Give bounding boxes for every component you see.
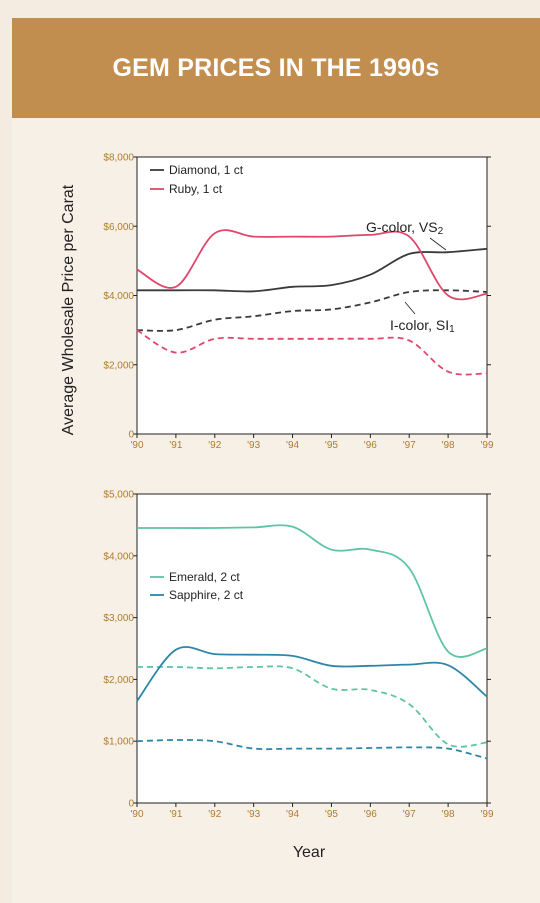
y-axis-title: Average Wholesale Price per Carat: [60, 184, 77, 435]
x-tick-label: '96: [364, 809, 377, 820]
x-axis-title: Year: [293, 844, 326, 861]
x-tick-label: '93: [247, 440, 260, 451]
annotation-label: I-color, SI1: [390, 317, 455, 335]
legend-label: Emerald, 2 ct: [169, 570, 240, 584]
y-tick-label: 0: [128, 799, 134, 810]
y-tick-label: $1,000: [103, 737, 134, 748]
legend-label: Sapphire, 2 ct: [169, 588, 244, 602]
x-tick-label: '94: [286, 809, 299, 820]
y-tick-label: $4,000: [103, 291, 134, 302]
y-tick-label: $3,000: [103, 613, 134, 624]
x-tick-label: '97: [403, 440, 416, 451]
legend-label: Diamond, 1 ct: [169, 163, 244, 177]
x-tick-label: '98: [442, 809, 455, 820]
x-tick-label: '97: [403, 809, 416, 820]
chart-bottom: 0 $1,000 $2,000 $3,000 $4,000 $5,000 '90 '91 '92…: [103, 490, 494, 821]
series-line: [137, 524, 488, 658]
x-tick-label: '90: [130, 440, 143, 451]
series-line-dashed: [136, 329, 488, 376]
x-tick-label: '95: [325, 809, 338, 820]
y-tick-label: $8,000: [103, 153, 134, 164]
series-line: [136, 646, 488, 702]
plot-area: [136, 156, 488, 435]
y-tick-label: $5,000: [103, 490, 134, 501]
legend-label: Ruby, 1 ct: [169, 182, 223, 196]
x-tick-label: '98: [442, 440, 455, 451]
annotation-subscript: 2: [438, 226, 444, 237]
x-tick-label: '92: [208, 809, 221, 820]
x-tick-label: '94: [286, 440, 299, 451]
series-line: [136, 247, 488, 293]
title-banner: GEM PRICES IN THE 1990s: [12, 18, 540, 118]
annotation-leader: [429, 237, 447, 251]
x-tick-label: '95: [325, 440, 338, 451]
annotation-label: G-color, VS2: [366, 219, 444, 237]
y-tick-label: $2,000: [103, 360, 134, 371]
x-tick-label: '92: [208, 440, 221, 451]
annotation-leader: [404, 301, 416, 315]
plot-area: [136, 493, 488, 804]
y-tick-label: $2,000: [103, 675, 134, 686]
x-tick-label: '96: [364, 440, 377, 451]
x-tick-label: '91: [169, 809, 182, 820]
x-tick-label: '99: [480, 809, 493, 820]
series-line-dashed: [136, 289, 488, 332]
page-title: GEM PRICES IN THE 1990s: [112, 53, 440, 82]
annotation-subscript: 1: [449, 324, 455, 335]
x-tick-label: '99: [480, 440, 493, 451]
y-tick-label: $4,000: [103, 551, 134, 562]
chart-top: 0 $2,000 $4,000 $6,000 $8,000 '90 '91 '92 '93 '94…: [103, 153, 494, 452]
y-tick-label: $6,000: [103, 222, 134, 233]
x-tick-label: '91: [169, 440, 182, 451]
y-tick-label: 0: [128, 430, 134, 441]
series-line: [136, 229, 488, 301]
x-tick-label: '93: [247, 809, 260, 820]
x-tick-label: '90: [130, 809, 143, 820]
series-line-dashed: [136, 739, 488, 760]
